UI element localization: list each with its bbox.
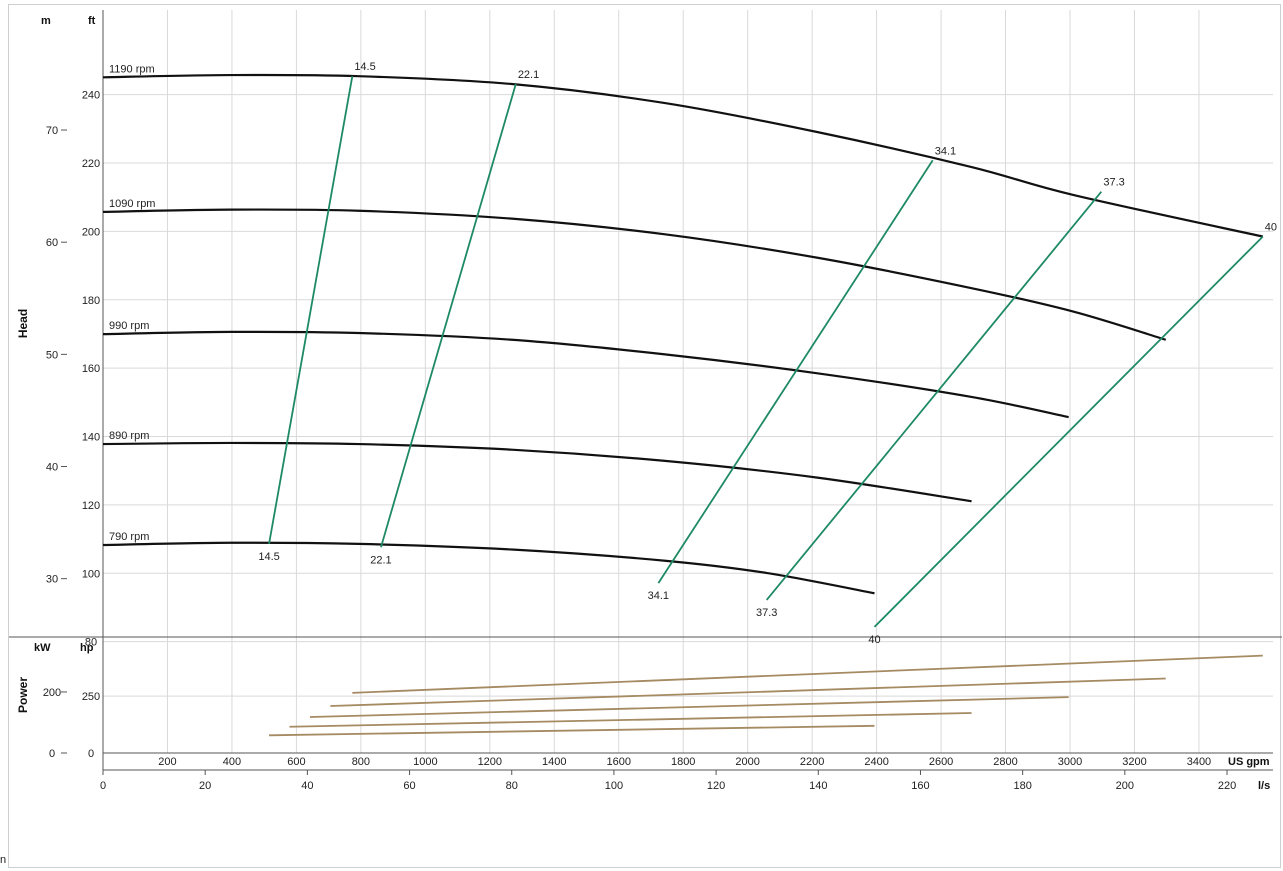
efficiency-label-bottom: 14.5 — [258, 551, 279, 563]
power-unit-kw-label: kW — [34, 642, 51, 654]
head-unit-m-label: m — [41, 15, 51, 27]
power-axis-title: Power — [16, 677, 30, 713]
efficiency-line — [873, 235, 1264, 628]
efficiency-label-bottom: 40 — [868, 634, 880, 646]
flow-ls-tick-label: 140 — [809, 780, 827, 792]
flow-usgpm-tick-label: 600 — [287, 756, 305, 768]
efficiency-line — [765, 191, 1103, 601]
head-ft-tick-label: 120 — [82, 500, 100, 512]
flow-usgpm-tick-label: 3400 — [1187, 756, 1211, 768]
efficiency-label-bottom: 22.1 — [370, 554, 391, 566]
head-ft-tick-label: 200 — [82, 226, 100, 238]
flow-usgpm-tick-label: 1400 — [542, 756, 566, 768]
efficiency-line — [657, 159, 934, 584]
flow-ls-tick-label: 220 — [1218, 780, 1236, 792]
flow-unit-ls-label: l/s — [1258, 780, 1270, 792]
flow-ls-tick-label: 80 — [506, 780, 518, 792]
speed-curve-label: 990 rpm — [109, 320, 149, 332]
pump-performance-chart: m ft kW hp US gpm l/s Head Power 30 40 50 60 70 80 100… — [8, 4, 1282, 868]
head-ft-tick-label: 180 — [82, 295, 100, 307]
head-m-tick-label: 50 — [46, 349, 58, 361]
head-ft-tick-label: 140 — [82, 432, 100, 444]
flow-usgpm-tick-label: 1200 — [478, 756, 502, 768]
flow-ls-tick-label: 120 — [707, 780, 725, 792]
head-m-tick-label: 40 — [46, 462, 58, 474]
efficiency-label-top: 22.1 — [518, 69, 539, 81]
flow-usgpm-tick-label: 1800 — [671, 756, 695, 768]
power-curve — [269, 724, 875, 737]
head-ft-tick-label: 240 — [82, 90, 100, 102]
head-ft-tick-label: 220 — [82, 158, 100, 170]
power-unit-hp-label: hp — [80, 642, 94, 654]
speed-curve — [102, 541, 875, 595]
speed-curve — [102, 73, 1264, 238]
head-ft-tick-label: 80 — [85, 637, 97, 649]
flow-ls-tick-label: 40 — [301, 780, 313, 792]
efficiency-line — [268, 76, 354, 545]
flow-usgpm-tick-label: 3200 — [1122, 756, 1146, 768]
head-m-tick-label: 70 — [46, 125, 58, 137]
flow-usgpm-tick-label: 1600 — [606, 756, 630, 768]
speed-curve-label: 1090 rpm — [109, 198, 155, 210]
flow-usgpm-tick-label: 200 — [158, 756, 176, 768]
flow-usgpm-tick-label: 2400 — [864, 756, 888, 768]
efficiency-label-top: 34.1 — [935, 145, 956, 157]
flow-usgpm-tick-label: 2600 — [929, 756, 953, 768]
head-axis-title: Head — [16, 309, 30, 338]
flow-unit-usgpm-label: US gpm — [1228, 756, 1270, 768]
efficiency-label-top: 14.5 — [354, 61, 375, 73]
head-ft-tick-label: 160 — [82, 363, 100, 375]
power-kw-tick-label: 200 — [43, 687, 61, 699]
efficiency-label-top: 40 — [1265, 222, 1277, 234]
power-kw-tick-label: 0 — [49, 748, 55, 760]
power-curve — [289, 712, 972, 728]
power-curve — [352, 654, 1263, 694]
speed-curve — [102, 441, 972, 503]
speed-curve-label: 890 rpm — [109, 430, 149, 442]
power-hp-tick-label: 0 — [88, 748, 94, 760]
flow-ls-tick-label: 200 — [1116, 780, 1134, 792]
flow-ls-tick-label: 60 — [403, 780, 415, 792]
head-m-tick-label: 30 — [46, 574, 58, 586]
flow-ls-tick-label: 20 — [199, 780, 211, 792]
flow-usgpm-tick-label: 800 — [352, 756, 370, 768]
speed-curve — [102, 208, 1167, 341]
flow-usgpm-tick-label: 2200 — [800, 756, 824, 768]
speed-curve-label: 790 rpm — [109, 531, 149, 543]
head-unit-ft-label: ft — [88, 15, 96, 27]
flow-usgpm-tick-label: 2800 — [993, 756, 1017, 768]
power-curve — [330, 677, 1166, 707]
speed-curve — [102, 330, 1069, 419]
power-curve — [309, 696, 1069, 718]
flow-usgpm-tick-label: 2000 — [735, 756, 759, 768]
efficiency-label-bottom: 37.3 — [756, 607, 777, 619]
efficiency-label-bottom: 34.1 — [648, 590, 669, 602]
speed-curve-label: 1190 rpm — [109, 63, 155, 75]
stray-glyph: n — [0, 854, 7, 866]
flow-usgpm-tick-label: 3000 — [1058, 756, 1082, 768]
flow-ls-tick-label: 180 — [1013, 780, 1031, 792]
flow-usgpm-tick-label: 400 — [223, 756, 241, 768]
efficiency-label-top: 37.3 — [1103, 177, 1124, 189]
head-ft-tick-label: 100 — [82, 568, 100, 580]
flow-ls-tick-label: 100 — [605, 780, 623, 792]
chart-canvas: m ft kW hp US gpm l/s Head Power 30 40 50 60 70 80 100… — [9, 10, 1282, 792]
efficiency-line — [380, 83, 517, 548]
flow-ls-tick-label: 0 — [100, 780, 106, 792]
flow-usgpm-tick-label: 1000 — [413, 756, 437, 768]
head-m-tick-label: 60 — [46, 237, 58, 249]
flow-ls-tick-label: 160 — [911, 780, 929, 792]
power-hp-tick-label: 250 — [82, 691, 100, 703]
